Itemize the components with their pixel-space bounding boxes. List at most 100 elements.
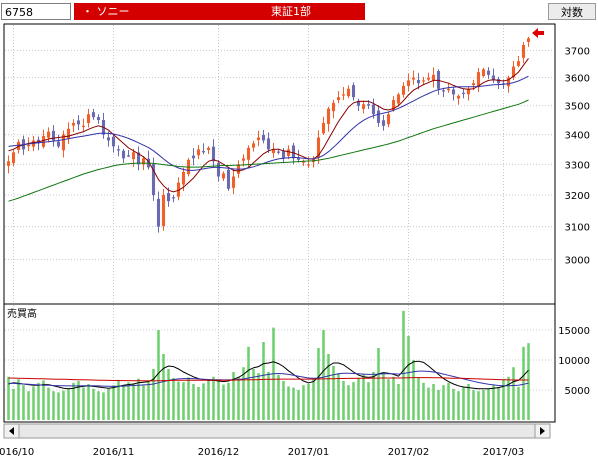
- candle-body: [11, 152, 16, 164]
- candle-body: [211, 146, 216, 162]
- candle-body: [526, 38, 531, 42]
- candle-body: [391, 100, 396, 111]
- candle-body: [471, 83, 476, 86]
- candle-body: [231, 176, 236, 188]
- volume-bar: [112, 385, 115, 420]
- candle-body: [176, 182, 181, 197]
- candle-body: [341, 94, 346, 96]
- candle-body: [386, 114, 391, 125]
- volume-bar: [32, 386, 35, 420]
- arrow-left-icon: [9, 427, 14, 435]
- candle-body: [321, 122, 326, 134]
- volume-bar: [182, 382, 185, 420]
- volume-bar: [497, 387, 500, 420]
- candle-body: [171, 197, 176, 199]
- volume-bar: [67, 388, 70, 420]
- candle-body: [496, 79, 501, 84]
- candle-body: [221, 173, 226, 179]
- volume-bar: [382, 373, 385, 420]
- volume-bar: [347, 385, 350, 420]
- candle-body: [336, 97, 341, 100]
- volume-moving-average-line: [8, 360, 529, 390]
- volume-bar: [437, 390, 440, 420]
- candle-body: [51, 130, 56, 141]
- volume-bar: [467, 384, 470, 420]
- volume-bar: [137, 378, 140, 420]
- volume-bar: [157, 330, 160, 420]
- volume-bar: [512, 367, 515, 420]
- candle-body: [191, 155, 196, 159]
- candle-body: [246, 147, 251, 160]
- volume-bar: [447, 382, 450, 420]
- volume-bar: [257, 373, 260, 420]
- candle-body: [376, 110, 381, 123]
- volume-moving-average-line: [8, 370, 529, 387]
- latest-price-marker: [532, 27, 544, 38]
- price-tick-label: 3100: [565, 223, 590, 234]
- volume-bar: [22, 385, 25, 420]
- candle-body: [71, 122, 76, 126]
- volume-bar: [152, 369, 155, 420]
- volume-bar: [127, 382, 130, 420]
- candle-body: [61, 134, 66, 151]
- candle-body: [81, 125, 86, 128]
- stock-code-field[interactable]: 6758: [1, 3, 71, 20]
- candle-body: [396, 94, 401, 104]
- moving-average-line: [8, 58, 529, 193]
- candle-body: [366, 104, 371, 106]
- candle-body: [461, 92, 466, 95]
- volume-bar: [207, 379, 210, 420]
- log-scale-button[interactable]: 対数: [548, 3, 596, 20]
- volume-bar: [412, 360, 415, 420]
- candle-body: [371, 104, 376, 115]
- candle-body: [331, 102, 336, 112]
- price-tick-label: 3400: [565, 131, 590, 142]
- price-tick-label: 3000: [565, 255, 590, 266]
- volume-bar: [242, 367, 245, 420]
- candle-body: [86, 114, 91, 124]
- volume-moving-averages: [8, 360, 529, 390]
- volume-bar: [167, 369, 170, 420]
- volume-bar: [397, 384, 400, 420]
- price-tick-label: 3500: [565, 102, 590, 113]
- candle-body: [401, 85, 406, 95]
- volume-bar: [352, 382, 355, 420]
- candle-body: [286, 149, 291, 156]
- volume-bar: [87, 384, 90, 420]
- candle-body: [356, 100, 361, 106]
- candle-body: [446, 88, 451, 91]
- volume-bar: [362, 374, 365, 420]
- volume-bar: [252, 369, 255, 420]
- volume-bar: [262, 342, 265, 420]
- volume-bar: [337, 373, 340, 420]
- candle-body: [491, 75, 496, 81]
- volume-bar: [77, 381, 80, 420]
- volume-bar: [377, 348, 380, 420]
- volume-bar: [327, 354, 330, 420]
- volume-bar: [17, 379, 20, 420]
- volume-bar: [222, 384, 225, 420]
- volume-bar: [322, 330, 325, 420]
- date-tick-label: 2016/12: [198, 447, 240, 458]
- volume-bar: [457, 391, 460, 420]
- volume-bar: [357, 378, 360, 420]
- candle-body: [261, 134, 266, 141]
- price-tick-label: 3600: [565, 74, 590, 85]
- volume-bar: [202, 383, 205, 420]
- volume-bar: [47, 387, 50, 420]
- volume-bar: [122, 386, 125, 420]
- horizontal-scrollbar[interactable]: [3, 423, 551, 439]
- volume-bar: [522, 346, 525, 420]
- volume-bar: [92, 388, 95, 420]
- price-tick-label: 3200: [565, 191, 590, 202]
- candle-body: [96, 117, 101, 121]
- latest-arrow-icon: [532, 27, 544, 38]
- price-tick-label: 3700: [565, 46, 590, 57]
- candle-body: [141, 158, 146, 165]
- volume-bar: [282, 381, 285, 420]
- volume-bar: [307, 384, 310, 420]
- candle-body: [66, 128, 71, 139]
- volume-bar: [452, 388, 455, 420]
- volume-bar: [267, 372, 270, 420]
- candle-body: [256, 137, 261, 141]
